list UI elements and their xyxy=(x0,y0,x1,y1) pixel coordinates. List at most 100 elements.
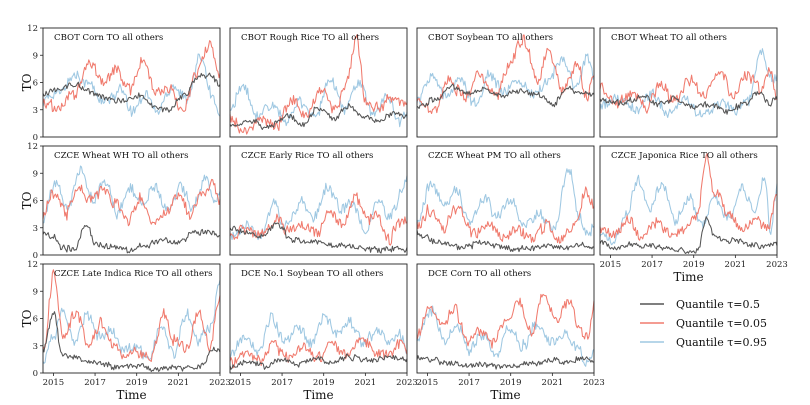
x-tick-label: 2017 xyxy=(271,378,293,388)
panel-frame xyxy=(599,145,778,256)
panel-title: DCE Corn TO all others xyxy=(428,269,531,279)
series-line-q95 xyxy=(416,53,595,107)
series-line-q95 xyxy=(229,175,408,241)
y-tick-label: 3 xyxy=(33,224,38,234)
panel-title: CBOT Soybean TO all others xyxy=(428,33,553,43)
x-tick-label: 2021 xyxy=(725,260,747,270)
legend: Quantile τ=0.5 Quantile τ=0.05 Quantile … xyxy=(640,298,767,349)
x-tick-label: 2015 xyxy=(43,378,65,388)
x-tick-label: 2023 xyxy=(396,378,418,388)
panel-title: CZCE Late Indica Rice TO all others xyxy=(54,269,213,279)
x-tick-label: 2019 xyxy=(500,378,522,388)
panel-title: DCE No.1 Soybean TO all others xyxy=(241,269,383,279)
panel-frame xyxy=(229,145,408,256)
y-tick-label: 6 xyxy=(33,315,38,325)
y-tick-label: 0 xyxy=(33,369,38,379)
x-tick-label: 2015 xyxy=(417,378,439,388)
panel-title: CBOT Corn TO all others xyxy=(54,33,163,43)
series-line-q95 xyxy=(229,312,408,359)
y-tick-label: 6 xyxy=(33,79,38,89)
series-line-q05 xyxy=(229,34,408,135)
panel-7: CZCE Wheat PM TO all others xyxy=(416,145,595,256)
x-tick-label: 2019 xyxy=(126,378,148,388)
panel-frame xyxy=(416,27,595,138)
y-axis-title: TO xyxy=(20,309,34,327)
x-tick-label: 2015 xyxy=(600,260,622,270)
panel-2: CBOT Rough Rice TO all others xyxy=(229,27,408,138)
y-tick-label: 9 xyxy=(33,51,38,61)
series-line-q05 xyxy=(229,192,408,246)
x-axis-title: Time xyxy=(116,388,146,402)
series-line-q95 xyxy=(42,53,221,117)
series-line-q95 xyxy=(42,165,221,224)
panel-10: DCE No.1 Soybean TO all others 2015 2017 20… xyxy=(229,263,418,402)
x-tick-label: 2021 xyxy=(168,378,190,388)
x-tick-label: 2019 xyxy=(313,378,335,388)
x-tick-label: 2015 xyxy=(230,378,252,388)
panel-frame xyxy=(599,27,778,138)
series-line-q95 xyxy=(416,168,595,237)
series-line-q95 xyxy=(599,48,778,119)
series-line-q50 xyxy=(416,83,595,110)
series-line-q50 xyxy=(42,224,221,254)
y-tick-label: 9 xyxy=(33,169,38,179)
series-line-q50 xyxy=(229,102,408,131)
series-line-q05 xyxy=(599,67,778,114)
y-tick-label: 12 xyxy=(27,24,38,34)
series-line-q50 xyxy=(599,91,778,115)
y-tick-label: 6 xyxy=(33,197,38,207)
panel-11: DCE Corn TO all others 2015 2017 2019 2021 20… xyxy=(416,263,605,402)
x-tick-label: 2019 xyxy=(683,260,705,270)
series-line-q05 xyxy=(229,337,408,369)
series-line-q05 xyxy=(42,178,221,227)
series-line-q50 xyxy=(416,230,595,253)
x-tick-label: 2021 xyxy=(542,378,564,388)
y-tick-label: 3 xyxy=(33,342,38,352)
panel-9: CZCE Late Indica Rice TO all others 0 3 6 9 1… xyxy=(20,260,231,402)
series-line-q05 xyxy=(416,293,595,349)
legend-label-q05: Quantile τ=0.05 xyxy=(676,317,767,330)
panel-title: CBOT Rough Rice TO all others xyxy=(241,33,379,43)
x-tick-label: 2023 xyxy=(766,260,788,270)
panel-6: CZCE Early Rice TO all others xyxy=(229,145,408,256)
panel-5: CZCE Wheat WH TO all others 0 3 6 9 12 TO xyxy=(20,142,221,261)
series-line-q95 xyxy=(416,305,595,367)
series-line-q50 xyxy=(599,216,778,255)
series-line-q95 xyxy=(42,279,221,364)
series-line-q05 xyxy=(416,34,595,115)
series-line-q95 xyxy=(599,174,778,246)
y-tick-label: 0 xyxy=(33,133,38,143)
series-line-q50 xyxy=(229,222,408,254)
panel-frame xyxy=(416,145,595,256)
panel-3: CBOT Soybean TO all others xyxy=(416,27,595,138)
panel-title: CZCE Early Rice TO all others xyxy=(241,151,373,161)
series-line-q50 xyxy=(416,355,595,370)
x-tick-label: 2021 xyxy=(355,378,377,388)
legend-label-q50: Quantile τ=0.5 xyxy=(676,298,760,311)
series-line-q05 xyxy=(42,40,221,113)
x-axis-title: Time xyxy=(673,270,703,284)
panel-title: CZCE Wheat PM TO all others xyxy=(428,151,561,161)
x-tick-label: 2023 xyxy=(583,378,605,388)
panel-title: CBOT Wheat TO all others xyxy=(611,33,727,43)
panel-frame xyxy=(42,145,221,256)
series-line-q50 xyxy=(229,353,408,370)
y-tick-label: 9 xyxy=(33,287,38,297)
y-tick-label: 12 xyxy=(27,260,38,270)
x-tick-label: 2017 xyxy=(458,378,480,388)
x-axis-title: Time xyxy=(490,388,520,402)
series-line-q05 xyxy=(416,186,595,244)
legend-label-q95: Quantile τ=0.95 xyxy=(676,336,767,349)
series-line-q50 xyxy=(42,311,221,373)
series-line-q50 xyxy=(42,72,221,113)
x-axis-title: Time xyxy=(303,388,333,402)
panel-frame xyxy=(229,263,408,374)
panel-1: CBOT Corn TO all others 0 3 6 9 12 TO xyxy=(20,24,221,143)
panel-4: CBOT Wheat TO all others xyxy=(599,27,778,138)
panel-title: CZCE Japonica Rice TO all others xyxy=(611,151,758,161)
y-axis-title: TO xyxy=(20,73,34,91)
y-axis-title: TO xyxy=(20,191,34,209)
x-tick-label: 2017 xyxy=(84,378,106,388)
x-tick-label: 2023 xyxy=(209,378,231,388)
